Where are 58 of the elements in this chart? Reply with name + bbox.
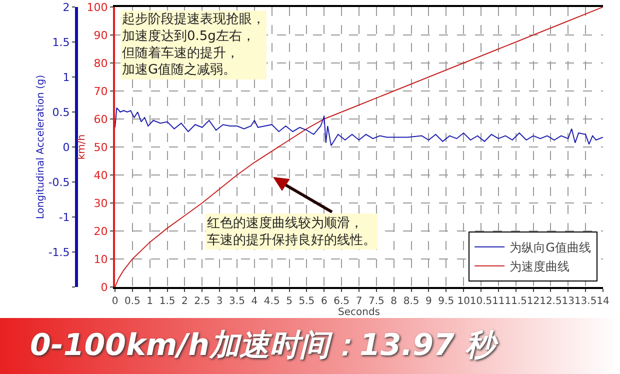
x-tick-label: 8.5	[403, 296, 420, 307]
x-tick-label: 11.5	[504, 296, 527, 307]
x-tick-label: 2.5	[194, 296, 210, 307]
x-axis-title: Seconds	[338, 307, 380, 318]
x-tick-label: 6	[320, 296, 328, 307]
y2-tick-label: 0.5	[52, 106, 70, 119]
line-series	[115, 7, 603, 287]
x-tick-label: 1.5	[159, 296, 176, 307]
y2-tick-label: -1	[58, 210, 70, 224]
x-tick-label: 6.5	[334, 296, 350, 307]
y-tick-label: 70	[94, 84, 108, 98]
x-tick-label: 2	[182, 296, 188, 307]
x-tick-label: 0.5	[124, 296, 140, 307]
x-tick-label: 11	[492, 296, 505, 307]
y-tick-label: 100	[86, 0, 108, 14]
x-tick-label: 13	[562, 296, 575, 307]
x-tick-label: 3	[216, 296, 223, 307]
y-tick-label: 90	[94, 28, 108, 42]
y-tick-label: 10	[94, 252, 108, 266]
y-tick-label: 40	[94, 168, 108, 182]
x-tick-label: 9	[426, 296, 432, 307]
y2-axis-title: Longitudinal Acceleration (g)	[35, 74, 46, 220]
x-tick-label: 0	[112, 296, 118, 307]
x-tick-label: 14	[596, 296, 610, 307]
x-tick-label: 12	[526, 296, 540, 307]
text: 0-100km/h加速时间：13.97 秒	[0, 318, 620, 374]
x-tick-label: 3.5	[229, 296, 245, 307]
x-tick-label: 5	[286, 296, 292, 307]
line-series	[115, 107, 603, 146]
x-tick-label: 13.5	[574, 296, 597, 307]
x-tick-label: 9.5	[438, 296, 454, 307]
annotation: 起步阶段提速表现抢眼，加速度达到0.5g左右，但随着车速的提升，加速G值随之减弱。	[122, 12, 265, 78]
y-tick-label: 30	[94, 196, 108, 210]
y-tick-label: 0	[100, 280, 108, 294]
x-tick-label: 12.5	[540, 296, 562, 307]
y2-tick-label: 2	[62, 0, 70, 14]
annotation: 红色的速度曲线较为顺滑，车速的提升保持良好的线性。	[207, 215, 376, 248]
y-tick-label: 60	[94, 112, 108, 126]
x-tick-label: 10	[457, 296, 470, 307]
legend-label: 为纵向G值曲线	[510, 240, 591, 255]
x-tick-label: 7.5	[368, 296, 384, 307]
x-tick-label: 4.5	[264, 296, 280, 307]
y-axis-title: km/h	[76, 134, 88, 160]
x-tick-label: 4	[251, 296, 258, 307]
y2-tick-label: -0.5	[48, 176, 70, 189]
legend-label: 为速度曲线	[510, 260, 570, 274]
x-tick-label: 1	[146, 296, 154, 307]
y2-tick-label: 1	[62, 70, 70, 84]
x-tick-label: 10.5	[470, 296, 492, 307]
x-tick-label: 5.5	[298, 296, 315, 307]
x-tick-label: 7	[356, 296, 362, 307]
y-tick-label: 20	[94, 224, 108, 238]
y2-tick-label: 1.5	[52, 36, 70, 49]
x-tick-label: 8	[390, 296, 398, 307]
y-tick-label: 50	[94, 140, 108, 154]
y2-tick-label: 0	[62, 140, 70, 154]
y-tick-label: 80	[94, 56, 108, 70]
y2-tick-label: -1.5	[48, 246, 70, 259]
